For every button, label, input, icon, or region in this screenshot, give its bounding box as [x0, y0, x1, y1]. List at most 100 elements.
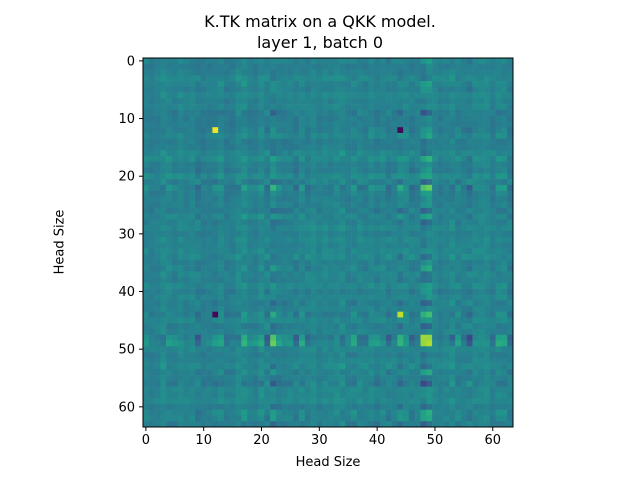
heatmap-cell	[189, 346, 196, 353]
heatmap-cell	[212, 294, 219, 301]
heatmap-cell	[229, 132, 236, 140]
heatmap-cell	[380, 421, 387, 428]
heatmap-cell	[455, 230, 462, 238]
heatmap-cell	[160, 115, 167, 122]
heatmap-cell	[183, 248, 190, 255]
heatmap-cell	[333, 202, 340, 209]
heatmap-cell	[328, 242, 335, 249]
heatmap-cell	[443, 328, 450, 336]
heatmap-cell	[426, 58, 433, 65]
heatmap-cell	[293, 104, 300, 111]
heatmap-cell	[328, 230, 335, 238]
heatmap-cell	[143, 340, 150, 347]
heatmap-cell	[362, 328, 369, 336]
heatmap-cell	[322, 363, 329, 370]
heatmap-cell	[478, 375, 485, 382]
heatmap-cell	[310, 202, 317, 209]
heatmap-cell	[252, 259, 259, 266]
heatmap-cell	[241, 386, 248, 393]
heatmap-cell	[189, 415, 196, 422]
heatmap-cell	[328, 259, 335, 266]
heatmap-cell	[212, 259, 219, 266]
heatmap-cell	[275, 363, 283, 370]
heatmap-cell	[391, 294, 398, 301]
heatmap-cell	[374, 357, 381, 364]
heatmap-cell	[177, 300, 184, 307]
heatmap-cell	[206, 75, 213, 82]
heatmap-cell	[148, 305, 155, 312]
heatmap-cell	[293, 357, 300, 364]
heatmap-cell	[472, 92, 479, 99]
heatmap-cell	[160, 86, 167, 93]
heatmap-cell	[189, 271, 196, 278]
heatmap-cell	[443, 173, 450, 180]
heatmap-cell	[275, 311, 283, 318]
heatmap-cell	[235, 190, 242, 197]
heatmap-cell	[218, 184, 225, 191]
heatmap-cell	[148, 392, 155, 399]
heatmap-cell	[345, 179, 352, 186]
heatmap-cell	[183, 380, 190, 387]
heatmap-cell	[299, 167, 306, 174]
heatmap-cell	[189, 352, 196, 359]
heatmap-cell	[293, 398, 300, 405]
heatmap-cell	[449, 392, 456, 399]
heatmap-cell	[478, 409, 485, 416]
heatmap-cell	[449, 363, 456, 370]
x-axis-label: Head Size	[295, 455, 361, 470]
heatmap-cell	[385, 69, 392, 76]
heatmap-cell	[351, 392, 358, 399]
heatmap-cell	[270, 363, 277, 370]
heatmap-cell	[177, 323, 184, 330]
heatmap-cell	[229, 328, 236, 336]
heatmap-cell	[316, 305, 323, 312]
heatmap-cell	[189, 161, 196, 168]
heatmap-cell	[293, 230, 300, 238]
heatmap-cell	[310, 161, 317, 168]
heatmap-cell	[287, 104, 294, 111]
heatmap-cell	[380, 288, 387, 295]
heatmap-cell	[148, 219, 155, 226]
heatmap-cell	[426, 409, 433, 416]
heatmap-cell	[449, 305, 456, 312]
heatmap-cell	[466, 173, 473, 180]
heatmap-cell	[241, 173, 248, 180]
heatmap-cell	[316, 334, 323, 341]
heatmap-cell	[154, 202, 161, 209]
heatmap-cell	[316, 300, 323, 307]
heatmap-cell	[328, 92, 335, 99]
heatmap-cell	[218, 132, 225, 140]
heatmap-cell	[333, 369, 340, 376]
heatmap-cell	[316, 242, 323, 249]
heatmap-cell	[351, 138, 358, 145]
heatmap-cell	[143, 104, 150, 111]
heatmap-cell	[460, 127, 468, 134]
heatmap-cell	[455, 340, 462, 347]
heatmap-cell	[339, 190, 346, 197]
heatmap-cell	[397, 248, 404, 255]
heatmap-cell	[472, 415, 479, 422]
heatmap-cell	[154, 288, 161, 295]
heatmap-cell	[420, 311, 427, 318]
heatmap-cell	[235, 202, 242, 209]
heatmap-cell	[299, 144, 306, 151]
heatmap-cell	[200, 305, 207, 312]
heatmap-cell	[264, 58, 271, 65]
heatmap-cell	[345, 98, 352, 105]
heatmap-cell	[206, 196, 213, 203]
heatmap-cell	[218, 363, 225, 370]
heatmap-cell	[385, 294, 392, 301]
heatmap-cell	[189, 213, 196, 220]
heatmap-cell	[247, 173, 254, 180]
heatmap-cell	[264, 386, 271, 393]
heatmap-cell	[333, 104, 340, 111]
heatmap-cell	[408, 305, 416, 312]
heatmap-cell	[339, 363, 346, 370]
heatmap-cell	[328, 248, 335, 255]
heatmap-cell	[333, 409, 340, 416]
heatmap-cell	[247, 248, 254, 255]
heatmap-cell	[229, 225, 236, 232]
heatmap-cell	[345, 346, 352, 353]
heatmap-cell	[218, 346, 225, 353]
heatmap-cell	[177, 242, 184, 249]
